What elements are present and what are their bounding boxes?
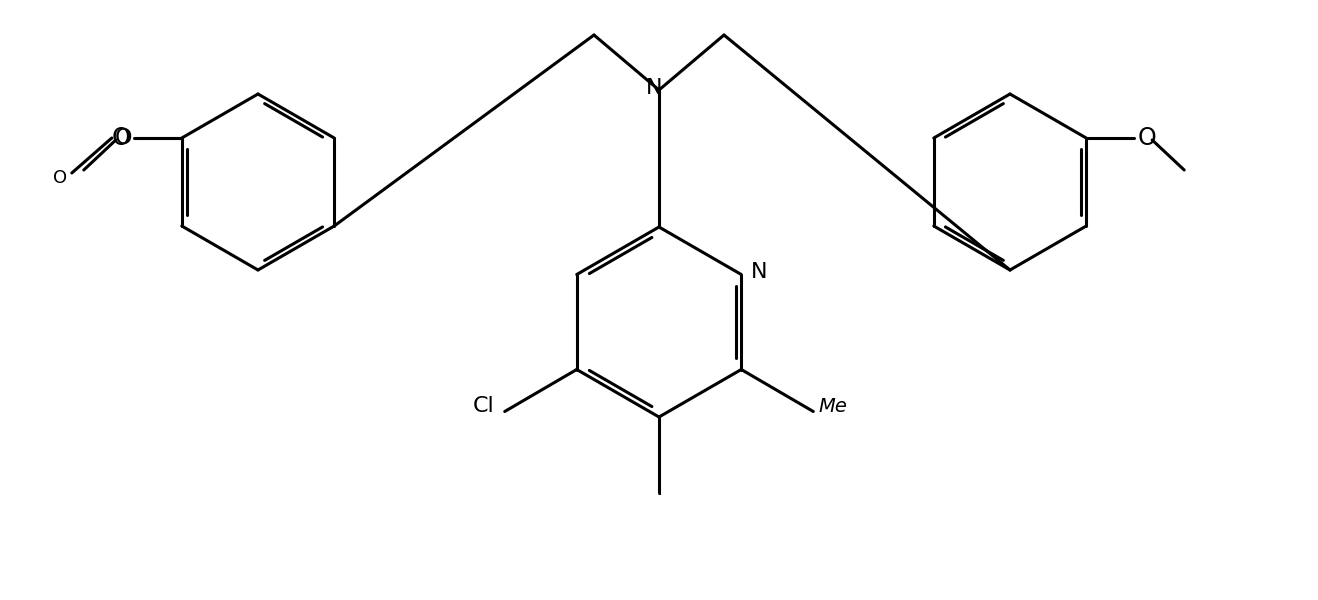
Text: N: N [646, 78, 662, 98]
Text: O: O [112, 126, 130, 150]
Text: O: O [115, 128, 132, 148]
Text: O: O [1137, 126, 1156, 150]
Text: Cl: Cl [473, 397, 494, 416]
Text: O: O [53, 169, 67, 187]
Text: N: N [751, 263, 768, 283]
Text: Me: Me [818, 397, 847, 416]
Text: I: I [655, 476, 663, 500]
